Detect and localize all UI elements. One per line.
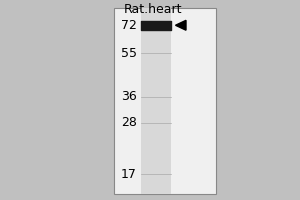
- Text: 28: 28: [121, 116, 136, 129]
- Bar: [114, 8, 216, 194]
- Text: 36: 36: [121, 90, 136, 103]
- Text: 72: 72: [121, 19, 136, 32]
- Text: 17: 17: [121, 168, 136, 181]
- Polygon shape: [176, 20, 186, 30]
- Bar: [141, 8, 171, 194]
- Text: 55: 55: [121, 47, 136, 60]
- Text: Rat.heart: Rat.heart: [124, 3, 182, 16]
